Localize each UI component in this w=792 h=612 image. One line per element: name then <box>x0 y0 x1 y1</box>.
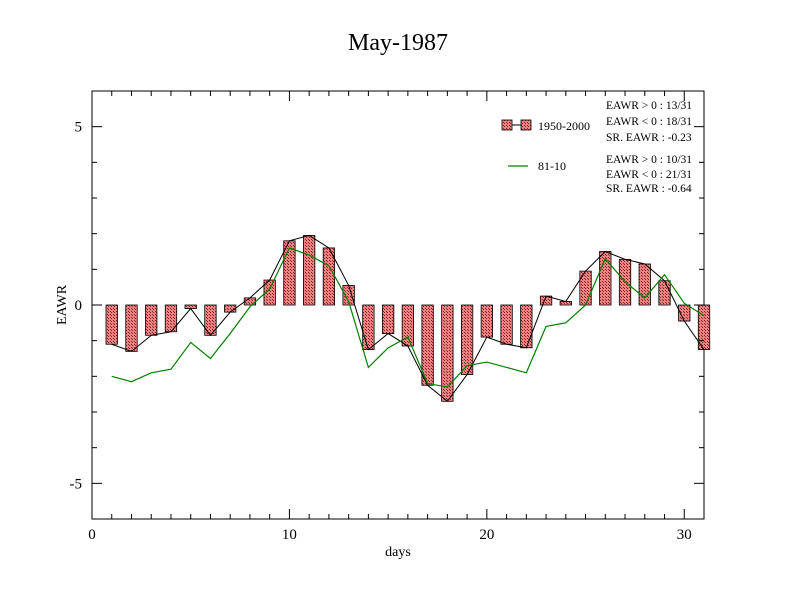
stats-block-1950-2000: EAWR > 0 : 13/31 EAWR < 0 : 18/31 SR. EA… <box>606 100 692 144</box>
legend-label-line: 81-10 <box>538 159 566 173</box>
legend-label-bars: 1950-2000 <box>538 119 590 133</box>
bar-day-14 <box>362 304 375 350</box>
bar-day-24 <box>559 301 572 306</box>
legend-entry-bars: 1950-2000 <box>501 119 590 133</box>
bar-day-15 <box>382 304 395 334</box>
series-line-81-10 <box>111 247 705 388</box>
series-line-1950-2000 <box>111 234 705 403</box>
stat-sr-1950-2000: SR. EAWR : -0.23 <box>606 132 692 144</box>
bar-day-11 <box>303 235 316 306</box>
stat-negative-81-10: EAWR < 0 : 21/31 <box>606 169 692 181</box>
bar-day-20 <box>480 304 493 338</box>
x-tick-label-10: 10 <box>282 527 297 543</box>
bar-day-10 <box>283 240 296 306</box>
bar-day-28 <box>638 263 651 306</box>
x-axis-label: days <box>385 545 411 560</box>
stat-positive-1950-2000: EAWR > 0 : 13/31 <box>606 100 692 112</box>
bars-layer <box>105 235 711 402</box>
legend-entry-line: 81-10 <box>508 159 566 173</box>
y-axis-label: EAWR <box>55 284 70 325</box>
legend-bar-swatch-left <box>501 119 513 131</box>
bar-day-25 <box>579 270 592 306</box>
bar-day-3 <box>145 304 158 336</box>
legend: 1950-2000 81-10 EAWR > 0 : 13/31 EAWR < … <box>501 100 692 195</box>
bar-day-22 <box>520 304 533 349</box>
bar-day-7 <box>224 304 237 313</box>
x-tick-label-0: 0 <box>88 527 96 543</box>
lines-layer <box>111 234 705 403</box>
y-tick-label-5: 5 <box>75 120 83 136</box>
bar-day-1 <box>105 304 118 345</box>
y-tick-label--5: -5 <box>70 476 83 492</box>
bar-day-19 <box>460 304 474 375</box>
stat-negative-1950-2000: EAWR < 0 : 18/31 <box>606 116 692 128</box>
stat-positive-81-10: EAWR > 0 : 10/31 <box>606 154 692 166</box>
stats-block-81-10: EAWR > 0 : 10/31 EAWR < 0 : 21/31 SR. EA… <box>606 154 692 195</box>
chart-title: May-1987 <box>348 30 448 56</box>
y-tick-label-0: 0 <box>75 298 83 314</box>
legend-bar-swatch-right <box>520 119 532 131</box>
bar-day-29 <box>658 280 671 306</box>
x-tick-label-20: 20 <box>479 527 494 543</box>
bar-day-2 <box>125 304 138 352</box>
stat-sr-81-10: SR. EAWR : -0.64 <box>606 183 692 195</box>
bar-day-31 <box>697 304 711 350</box>
bar-day-21 <box>500 304 513 345</box>
x-tick-label-30: 30 <box>677 527 692 543</box>
axes-layer: 0 10 20 30 5 0 -5 <box>70 90 705 543</box>
